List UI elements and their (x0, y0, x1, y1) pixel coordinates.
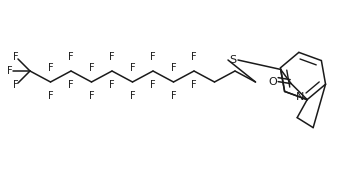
Text: F: F (171, 63, 176, 73)
Text: F: F (150, 52, 156, 62)
Text: F: F (150, 80, 156, 90)
Text: F: F (89, 91, 94, 101)
Text: F: F (130, 63, 135, 73)
Text: F: F (68, 52, 74, 62)
Text: F: F (89, 63, 94, 73)
Text: F: F (48, 63, 53, 73)
Text: F: F (13, 52, 19, 62)
Text: F: F (13, 80, 19, 90)
Text: N: N (296, 92, 304, 102)
Text: F: F (109, 80, 115, 90)
Text: F: F (48, 91, 53, 101)
Text: F: F (68, 80, 74, 90)
Text: F: F (191, 80, 197, 90)
Text: F: F (191, 52, 197, 62)
Text: F: F (109, 52, 115, 62)
Text: F: F (7, 66, 13, 76)
Text: S: S (229, 55, 237, 65)
Text: O: O (269, 77, 278, 87)
Text: F: F (130, 91, 135, 101)
Text: F: F (171, 91, 176, 101)
